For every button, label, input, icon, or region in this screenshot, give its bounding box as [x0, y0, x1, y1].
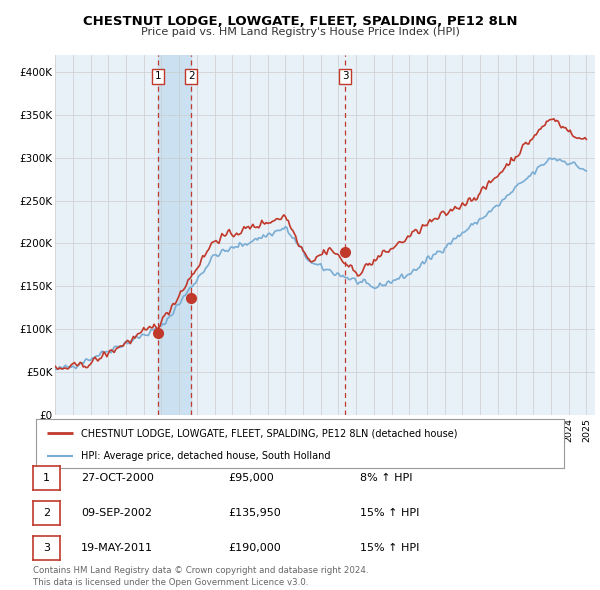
Bar — [158, 55, 191, 415]
Text: 15% ↑ HPI: 15% ↑ HPI — [360, 543, 419, 553]
Text: Price paid vs. HM Land Registry's House Price Index (HPI): Price paid vs. HM Land Registry's House … — [140, 27, 460, 37]
Text: 09-SEP-2002: 09-SEP-2002 — [81, 508, 152, 518]
Text: 2: 2 — [43, 508, 50, 518]
Text: 3: 3 — [342, 71, 349, 81]
Text: CHESTNUT LODGE, LOWGATE, FLEET, SPALDING, PE12 8LN: CHESTNUT LODGE, LOWGATE, FLEET, SPALDING… — [83, 15, 517, 28]
Text: CHESTNUT LODGE, LOWGATE, FLEET, SPALDING, PE12 8LN (detached house): CHESTNUT LODGE, LOWGATE, FLEET, SPALDING… — [81, 428, 457, 438]
Text: £95,000: £95,000 — [228, 473, 274, 483]
Text: 19-MAY-2011: 19-MAY-2011 — [81, 543, 153, 553]
Text: 15% ↑ HPI: 15% ↑ HPI — [360, 508, 419, 518]
Text: £135,950: £135,950 — [228, 508, 281, 518]
Text: 27-OCT-2000: 27-OCT-2000 — [81, 473, 154, 483]
Text: 3: 3 — [43, 543, 50, 553]
Text: 2: 2 — [188, 71, 194, 81]
Text: Contains HM Land Registry data © Crown copyright and database right 2024.
This d: Contains HM Land Registry data © Crown c… — [33, 566, 368, 587]
Text: HPI: Average price, detached house, South Holland: HPI: Average price, detached house, Sout… — [81, 451, 331, 461]
Text: 8% ↑ HPI: 8% ↑ HPI — [360, 473, 413, 483]
Text: £190,000: £190,000 — [228, 543, 281, 553]
Text: 1: 1 — [43, 473, 50, 483]
Text: 1: 1 — [155, 71, 161, 81]
